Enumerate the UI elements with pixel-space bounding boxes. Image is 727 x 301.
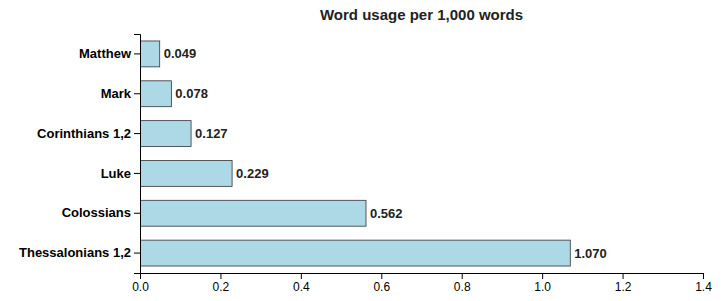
tick-mark: [134, 53, 140, 54]
y-tick: Colossians: [62, 205, 140, 220]
x-tick: 1.2: [615, 273, 632, 294]
x-tick: 0.0: [132, 273, 149, 294]
bar: [140, 121, 191, 147]
data-labels: 1.070 0.562 0.229 0.127 0.078 0.049: [164, 46, 607, 260]
tick-mark: [381, 273, 382, 279]
tick-mark: [134, 173, 140, 174]
bar: [140, 240, 570, 266]
bar: [140, 41, 160, 67]
tick-mark: [542, 273, 543, 279]
title: Word usage per 1,000 words: [320, 6, 523, 23]
y-tick: Thessalonians 1,2: [19, 245, 140, 260]
tick-mark: [703, 273, 704, 279]
tick-label: Luke: [101, 166, 131, 181]
axis-line: [141, 274, 704, 280]
tick-mark: [220, 273, 221, 279]
plot: 0.0 0.2 0.4 0.6 0.8 1.0 1.2 1.4 Thessalonians 1,…: [19, 35, 712, 294]
tick-label: 0.2: [213, 280, 230, 294]
x-tick: 0.6: [373, 273, 390, 294]
tick-label: Corinthians 1,2: [37, 126, 131, 141]
bar: [140, 81, 171, 107]
x-tick: 1.4: [695, 273, 712, 294]
data-label: 0.127: [195, 126, 228, 141]
tick-mark: [134, 253, 140, 254]
bar: [140, 200, 366, 226]
tick-mark: [134, 93, 140, 94]
tick-mark: [462, 273, 463, 279]
data-label: 0.229: [236, 166, 269, 181]
x-tick: 0.4: [293, 273, 310, 294]
tick-label: 1.2: [615, 280, 632, 294]
data-label: 0.049: [164, 46, 197, 61]
chart: Word usage per 1,000 words0.00.20.40.60.…: [0, 0, 727, 301]
x-axis: 0.0 0.2 0.4 0.6 0.8 1.0 1.2 1.4: [132, 273, 712, 294]
x-tick: 1.0: [534, 273, 551, 294]
tick-label: Colossians: [62, 205, 131, 220]
tick-label: Matthew: [79, 46, 132, 61]
axis-line: [134, 35, 141, 274]
tick-mark: [301, 273, 302, 279]
data-label: 0.078: [175, 86, 208, 101]
tick-label: Thessalonians 1,2: [19, 245, 131, 260]
x-tick: 0.8: [454, 273, 471, 294]
tick-label: 1.4: [695, 280, 712, 294]
bar: [140, 160, 232, 186]
tick-mark: [134, 213, 140, 214]
x-tick: 0.2: [213, 273, 230, 294]
y-tick: Mark: [101, 86, 140, 101]
tick-label: 1.0: [534, 280, 551, 294]
tick-mark: [623, 273, 624, 279]
y-tick: Luke: [101, 166, 140, 181]
tick-label: 0.0: [132, 280, 149, 294]
bars: [140, 41, 570, 266]
data-label: 0.562: [370, 206, 403, 221]
y-tick: Corinthians 1,2: [37, 126, 140, 141]
y-axis: Thessalonians 1,2 Colossians Luke Corinthia…: [19, 35, 141, 274]
tick-label: 0.4: [293, 280, 310, 294]
y-tick: Matthew: [79, 46, 140, 61]
tick-label: 0.6: [373, 280, 390, 294]
data-label: 1.070: [574, 246, 607, 261]
tick-label: 0.8: [454, 280, 471, 294]
tick-mark: [134, 133, 140, 134]
tick-label: Mark: [101, 86, 132, 101]
